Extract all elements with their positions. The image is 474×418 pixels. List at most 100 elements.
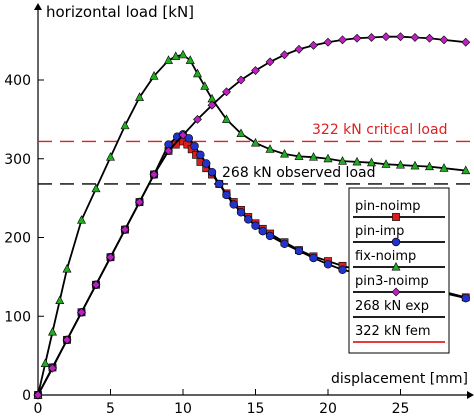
data-point-pin-imp	[207, 167, 217, 177]
data-point-pin3-noimp	[251, 66, 260, 75]
data-point-fix-noimp	[265, 144, 275, 153]
data-point-pin3-noimp	[91, 280, 101, 290]
data-point-pin-imp	[251, 221, 260, 230]
data-point-pin-imp	[215, 179, 224, 189]
series-pin3-noimp	[33, 32, 471, 400]
data-point-pin-imp	[294, 246, 304, 256]
data-point-pin3-noimp	[207, 100, 217, 110]
data-point-fix-noimp	[410, 160, 420, 170]
data-point-fix-noimp	[323, 153, 333, 163]
data-point-pin-imp	[323, 260, 333, 269]
x-axis-label: displacement [mm]	[331, 371, 468, 387]
data-point-fix-noimp	[171, 51, 181, 60]
data-point-fix-noimp	[425, 161, 434, 171]
legend-label-pin-noimp: pin-noimp	[355, 199, 421, 214]
x-tick-label: 5	[106, 401, 115, 417]
data-point-pin-imp	[265, 231, 275, 241]
legend-items: pin-noimp pin-imp fix-noimp pin3-noimp 268 k…	[353, 199, 445, 343]
data-point-pin3-noimp	[77, 307, 86, 317]
series-fix-noimp	[33, 49, 471, 399]
data-point-pin3-noimp	[439, 35, 449, 45]
y-tick-label: 300	[4, 152, 31, 168]
data-point-pin3-noimp	[323, 37, 333, 47]
data-point-fix-noimp	[439, 163, 449, 172]
x-tick-label: 15	[247, 401, 265, 417]
legend-marker-pin-noimp	[392, 213, 400, 221]
data-point-fix-noimp	[396, 160, 405, 169]
data-point-fix-noimp	[280, 148, 289, 158]
x-tick-label: 20	[319, 401, 337, 417]
data-point-fix-noimp	[185, 55, 195, 64]
x-ticks: 0 5 10 15 20 25	[34, 389, 410, 417]
data-point-pin-imp	[190, 141, 199, 151]
y-tick-label: 200	[4, 231, 31, 247]
data-point-pin3-noimp	[222, 87, 231, 97]
legend-marker-pin-imp	[391, 237, 401, 247]
y-ticks: 0 100 200 300 400	[4, 73, 44, 404]
axes: horizontal load [kN] displacement [mm]	[34, 3, 474, 399]
data-point-fix-noimp	[193, 68, 202, 78]
legend-label-fix-noimp: fix-noimp	[355, 249, 416, 264]
data-point-pin-imp	[280, 239, 289, 249]
data-point-pin-imp	[258, 227, 267, 236]
data-point-fix-noimp	[367, 157, 376, 167]
data-point-pin-imp	[196, 150, 205, 160]
data-point-fix-noimp	[48, 326, 57, 336]
data-point-fix-noimp	[381, 159, 391, 168]
data-point-pin3-noimp	[48, 363, 57, 373]
legend: pin-noimp pin-imp fix-noimp pin3-noimp 268 k…	[348, 187, 450, 354]
data-point-fix-noimp	[294, 151, 304, 160]
data-point-fix-noimp	[338, 156, 347, 165]
data-point-fix-noimp	[135, 92, 144, 101]
data-point-fix-noimp	[236, 128, 246, 138]
data-point-pin-imp	[338, 265, 347, 274]
data-point-pin3-noimp	[410, 33, 420, 42]
observed-load-label-bg	[216, 162, 372, 180]
data-point-pin3-noimp	[135, 197, 144, 207]
data-point-fix-noimp	[149, 71, 159, 80]
x-tick-label: 0	[34, 401, 43, 417]
data-point-fix-noimp	[461, 165, 471, 175]
legend-marker-pin3-noimp	[391, 287, 401, 297]
legend-label-pin-imp: pin-imp	[355, 224, 404, 239]
data-point-fix-noimp	[91, 183, 101, 193]
data-point-pin3-noimp	[164, 146, 173, 156]
data-point-pin3-noimp	[352, 33, 362, 43]
data-point-pin-imp	[222, 190, 231, 200]
data-point-pin3-noimp	[280, 50, 289, 60]
data-point-fix-noimp	[106, 152, 115, 161]
data-point-pin3-noimp	[193, 114, 202, 124]
data-point-pin-imp	[202, 159, 211, 168]
y-tick-label: 400	[4, 73, 31, 89]
data-point-fix-noimp	[164, 55, 173, 64]
data-point-pin3-noimp	[381, 32, 391, 42]
legend-label-268-kn-exp: 268 kN exp	[355, 299, 429, 314]
data-point-pin3-noimp	[106, 252, 115, 262]
critical-load-label: 322 kN critical load	[312, 122, 447, 138]
data-point-pin3-noimp	[33, 390, 43, 400]
data-point-pin3-noimp	[62, 335, 72, 345]
data-point-fix-noimp	[62, 263, 72, 273]
data-point-pin3-noimp	[396, 32, 405, 42]
data-point-pin3-noimp	[120, 225, 130, 235]
data-point-pin-imp	[229, 200, 238, 209]
data-point-fix-noimp	[309, 152, 318, 161]
data-point-fix-noimp	[40, 358, 50, 368]
y-axis-label: horizontal load [kN]	[46, 3, 194, 21]
data-point-pin3-noimp	[425, 33, 434, 43]
data-point-fix-noimp	[200, 81, 210, 90]
x-tick-label: 25	[392, 401, 410, 417]
data-point-fix-noimp	[55, 295, 65, 305]
legend-label-pin3-noimp: pin3-noimp	[355, 274, 429, 289]
observed-load-label: 268 kN observed load	[222, 165, 375, 181]
data-point-fix-noimp	[251, 137, 260, 147]
data-point-fix-noimp	[222, 114, 231, 123]
data-point-pin3-noimp	[294, 44, 304, 54]
data-point-pin3-noimp	[236, 75, 246, 85]
data-point-pin3-noimp	[265, 57, 275, 67]
data-point-pin3-noimp	[338, 35, 347, 45]
data-point-fix-noimp	[77, 215, 86, 224]
data-point-pin-imp	[184, 134, 194, 143]
